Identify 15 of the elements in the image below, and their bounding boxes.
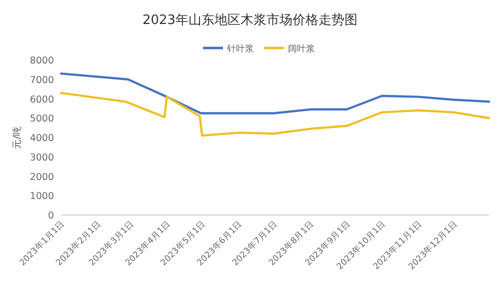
y-tick-label: 1000: [30, 191, 54, 202]
y-tick-label: 6000: [30, 94, 54, 106]
line-series: [60, 92, 490, 137]
chart-title: 2023年山东地区木浆市场价格走势图: [142, 13, 358, 28]
y-tick-label: 7000: [30, 74, 54, 86]
y-tick-label: 4000: [30, 133, 54, 144]
y-tick-label: 8000: [30, 56, 54, 66]
y-tick-label: 0: [48, 210, 54, 222]
y-tick-label: 2000: [30, 172, 54, 183]
y-tick-label: 5000: [30, 114, 54, 125]
line-series: [60, 72, 490, 114]
y-axis-title: 元/吨: [11, 126, 23, 150]
legend-label: 针叶浆: [226, 44, 254, 54]
y-tick-label: 3000: [30, 152, 54, 164]
legend-label: 阔叶浆: [288, 44, 315, 54]
